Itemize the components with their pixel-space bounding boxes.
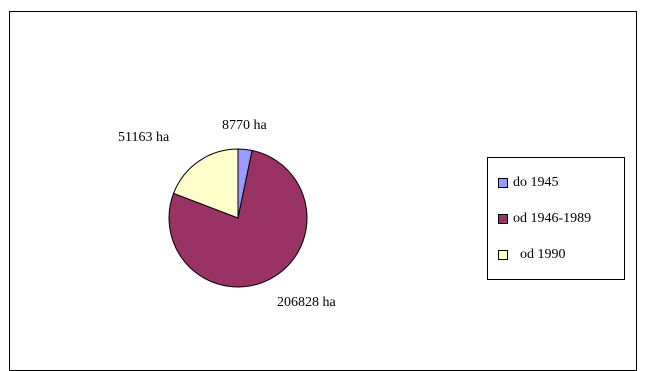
legend-label-do-1945: do 1945 <box>513 175 559 190</box>
data-label-do-1945: 8770 ha <box>222 118 267 133</box>
pie-slice-od-1990 <box>172 148 239 219</box>
legend-swatch-od-1946-1989 <box>498 214 508 224</box>
legend-swatch-do-1945 <box>498 178 508 188</box>
pie-slice-od-1946-1989 <box>168 149 308 288</box>
pie-slices <box>168 148 308 288</box>
legend-label-od-1990: od 1990 <box>520 247 566 262</box>
legend: do 1945 od 1946-1989 od 1990 <box>487 157 625 280</box>
data-label-od-1946-1989: 206828 ha <box>277 295 336 310</box>
legend-label-od-1946-1989: od 1946-1989 <box>513 211 592 226</box>
legend-swatch-od-1990 <box>498 250 508 260</box>
data-label-od-1990: 51163 ha <box>118 130 170 145</box>
